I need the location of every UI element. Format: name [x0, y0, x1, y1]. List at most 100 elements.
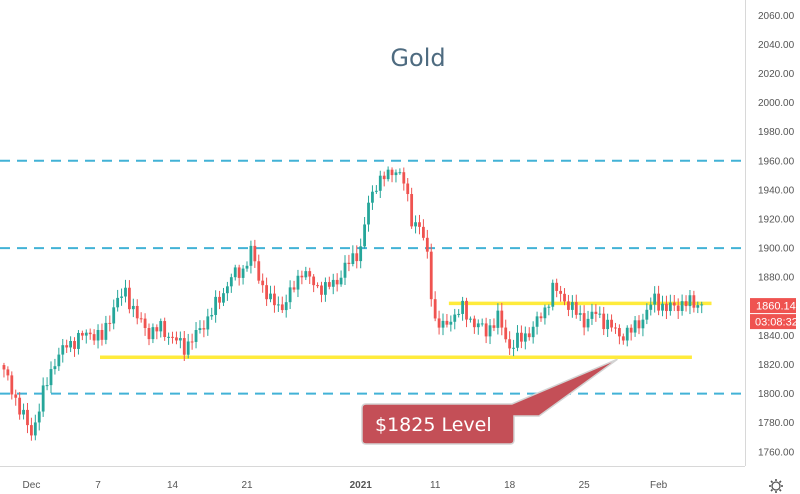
candle	[347, 254, 351, 272]
candle	[512, 339, 515, 357]
candle	[665, 295, 668, 320]
time-tick-label: 7	[95, 480, 101, 491]
candle	[700, 301, 704, 314]
candle	[120, 288, 123, 306]
candle	[128, 280, 131, 314]
candle	[198, 320, 202, 334]
time-axis[interactable]: Dec 7 14 21 2021 11 18 25 Feb	[23, 480, 668, 491]
candle	[194, 322, 198, 349]
candle	[606, 313, 610, 337]
candle	[578, 305, 582, 322]
candle	[527, 327, 531, 341]
candle	[233, 264, 237, 281]
candle	[182, 330, 186, 362]
candle	[206, 308, 210, 336]
candle	[131, 298, 135, 318]
candle	[543, 304, 547, 325]
candle	[147, 323, 151, 346]
price-axis[interactable]: 1760.00 1780.00 1800.00 1820.00 1840.00 1860.…	[758, 11, 795, 459]
candle	[437, 310, 441, 335]
candle	[410, 187, 414, 229]
candle	[296, 269, 300, 298]
countdown-label: 03:08:32	[755, 317, 798, 329]
candle	[641, 313, 645, 337]
candle	[457, 309, 461, 318]
candle	[523, 326, 527, 350]
candle	[449, 315, 453, 332]
candle	[10, 371, 14, 400]
candle	[308, 267, 312, 285]
candle	[41, 377, 45, 417]
candle	[210, 307, 214, 320]
price-tick-label: 2000.00	[758, 98, 795, 109]
candle	[610, 314, 613, 332]
countdown-tag	[750, 314, 796, 330]
candle	[269, 285, 272, 303]
candle	[320, 281, 323, 303]
candle	[692, 290, 696, 313]
candle	[625, 325, 629, 347]
candle	[241, 265, 245, 285]
candle	[257, 254, 261, 284]
candle	[261, 273, 265, 293]
candle	[547, 304, 551, 316]
current-price-tag	[750, 298, 796, 314]
price-tick-label: 1980.00	[758, 127, 795, 138]
candle	[535, 311, 539, 335]
candle	[88, 328, 92, 340]
candle	[402, 167, 406, 191]
candles	[2, 166, 704, 441]
candle	[33, 414, 37, 441]
callout-label: $1825 Level	[375, 414, 492, 436]
candle	[414, 215, 417, 234]
candle	[108, 315, 112, 332]
candle	[496, 303, 500, 335]
candle	[280, 296, 284, 313]
candle	[273, 285, 276, 313]
candle	[598, 306, 602, 319]
candle	[178, 331, 182, 349]
price-tick-label: 1900.00	[758, 244, 795, 255]
candle	[567, 294, 570, 317]
chart-title: Gold	[390, 44, 445, 72]
candle	[100, 323, 104, 346]
current-price-label: 1860.14	[756, 301, 796, 313]
candle	[327, 276, 331, 290]
candle	[22, 403, 25, 420]
candle	[112, 299, 116, 330]
candle	[367, 195, 370, 232]
candle	[359, 238, 363, 269]
price-tick-label: 1920.00	[758, 215, 795, 226]
candle	[343, 255, 347, 286]
candle	[508, 331, 512, 355]
candle	[418, 214, 421, 235]
candle	[288, 280, 292, 310]
candle	[570, 295, 574, 318]
candle	[516, 325, 519, 352]
callout-group: $1825 Level	[361, 358, 618, 445]
gear-icon[interactable]	[769, 479, 783, 493]
candle	[84, 329, 88, 344]
candle	[351, 245, 355, 267]
candle	[645, 303, 649, 325]
candle	[18, 392, 22, 420]
candle	[30, 417, 33, 441]
candle	[151, 323, 155, 344]
candle	[214, 290, 218, 323]
candle	[363, 217, 366, 249]
candle	[186, 333, 190, 359]
candle	[237, 264, 241, 286]
candle	[80, 330, 84, 341]
dashed-levels	[0, 159, 745, 395]
candle	[472, 315, 476, 334]
candle	[92, 329, 96, 345]
time-tick-label: Dec	[23, 480, 41, 491]
candle	[284, 294, 288, 318]
candle	[339, 270, 343, 287]
candle	[61, 338, 65, 363]
price-tick-label: 1940.00	[758, 185, 795, 196]
candle	[374, 185, 378, 194]
candle	[6, 366, 10, 381]
